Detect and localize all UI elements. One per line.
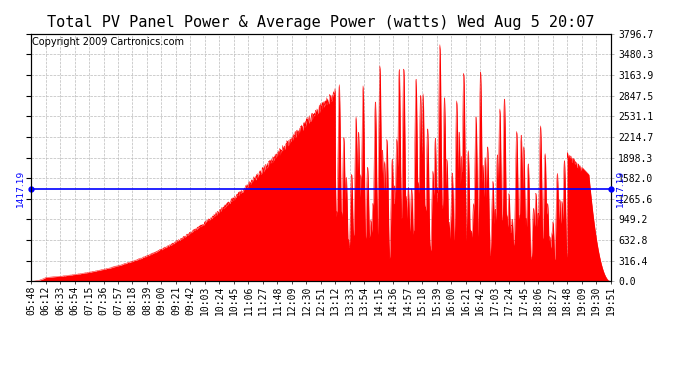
Text: Copyright 2009 Cartronics.com: Copyright 2009 Cartronics.com [32, 38, 184, 48]
Text: Total PV Panel Power & Average Power (watts) Wed Aug 5 20:07: Total PV Panel Power & Average Power (wa… [47, 15, 595, 30]
Text: 1417.19: 1417.19 [17, 170, 26, 207]
Text: 1417.19: 1417.19 [616, 170, 625, 207]
